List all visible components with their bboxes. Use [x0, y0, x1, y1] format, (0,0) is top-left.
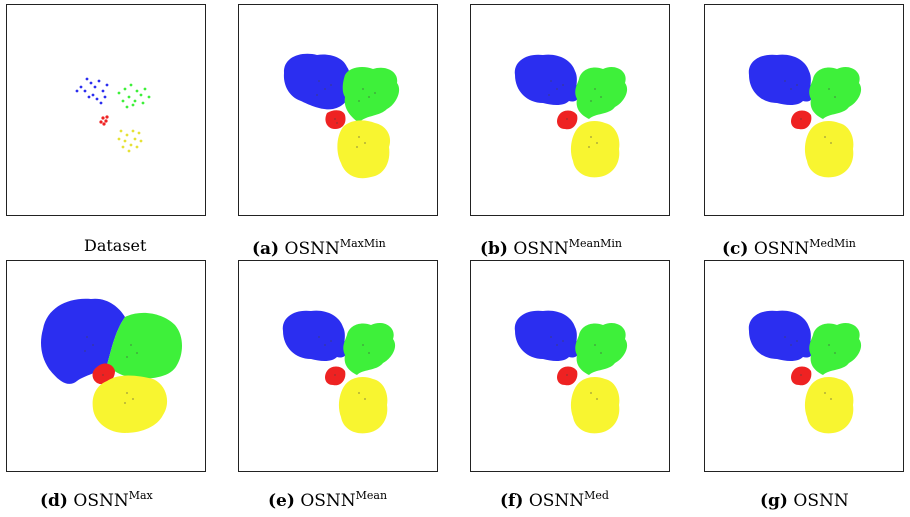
panel-e: (e) OSNNMean — [238, 260, 438, 511]
blue-region — [748, 310, 813, 361]
green-region — [575, 66, 628, 119]
caption-sup: Med — [584, 489, 609, 502]
caption-name: OSNN — [528, 491, 585, 511]
caption-e: (e) OSNNMean — [268, 486, 387, 511]
blue-region — [514, 54, 579, 105]
panel-f: (f) OSNNMed — [470, 260, 670, 511]
red-region — [557, 110, 578, 130]
green-region — [809, 322, 862, 375]
green-region — [342, 67, 400, 123]
caption-tag: (c) — [722, 239, 749, 259]
caption-c: (c) OSNNMedMin — [722, 234, 856, 259]
yellow-region — [337, 120, 391, 179]
caption-tag: (f) — [500, 491, 524, 511]
blue-region — [283, 53, 350, 110]
red-region — [791, 110, 812, 130]
red-region — [92, 363, 115, 385]
caption-tag: (g) — [760, 491, 788, 511]
caption-name: OSNN — [513, 239, 569, 259]
plot-g — [704, 260, 904, 472]
caption-d: (d) OSNNMax — [40, 486, 153, 511]
green-region — [107, 312, 182, 379]
plot-e — [238, 260, 438, 472]
caption-sup: Mean — [355, 489, 388, 502]
caption-name: OSNN — [284, 239, 340, 259]
caption-name: OSNN — [73, 491, 129, 511]
green-points — [117, 83, 151, 109]
caption-tag: (d) — [40, 491, 68, 511]
plot-c — [704, 4, 904, 216]
blue-region — [514, 310, 579, 361]
yellow-points — [117, 129, 143, 153]
red-region — [791, 366, 812, 386]
plot-f — [470, 260, 670, 472]
yellow-region — [570, 121, 620, 178]
caption-name: OSNN — [793, 491, 849, 511]
red-points — [99, 115, 109, 126]
green-region — [809, 66, 862, 119]
caption-name: OSNN — [300, 491, 356, 511]
blue-points — [75, 77, 109, 105]
yellow-region — [338, 377, 388, 434]
panel-b: (b) OSNNMeanMin — [470, 4, 670, 259]
caption-sup: MaxMin — [339, 237, 386, 250]
caption-name: Dataset — [84, 236, 147, 255]
caption-g: (g) OSNN — [760, 486, 849, 511]
caption-f: (f) OSNNMed — [500, 486, 609, 511]
yellow-region — [804, 377, 854, 434]
panel-d: (d) OSNNMax — [6, 260, 206, 511]
caption-sup: Max — [128, 489, 153, 502]
caption-tag: (e) — [268, 491, 295, 511]
yellow-region — [92, 375, 168, 433]
caption-tag: (b) — [480, 239, 508, 259]
plot-a — [238, 4, 438, 216]
caption-tag: (a) — [252, 239, 280, 259]
dataset-plot — [6, 4, 206, 216]
caption-sup: MedMin — [809, 237, 856, 250]
red-region — [325, 366, 346, 386]
panel-c: (c) OSNNMedMin — [704, 4, 904, 259]
yellow-region — [570, 377, 620, 434]
red-region — [557, 366, 578, 386]
blue-region — [41, 298, 125, 384]
green-region — [343, 322, 396, 375]
caption-sup: MeanMin — [568, 237, 623, 250]
plot-d — [6, 260, 206, 472]
green-region — [575, 322, 628, 375]
caption-name: OSNN — [753, 239, 810, 259]
panel-a: (a) OSNNMaxMin — [238, 4, 438, 259]
caption-a: (a) OSNNMaxMin — [252, 234, 386, 259]
caption-b: (b) OSNNMeanMin — [480, 234, 622, 259]
blue-region — [748, 54, 813, 105]
yellow-region — [804, 121, 854, 178]
caption-dataset: Dataset — [84, 236, 146, 256]
panel-g: (g) OSNN — [704, 260, 904, 511]
panel-dataset: Dataset — [6, 4, 206, 255]
blue-region — [282, 310, 347, 361]
plot-b — [470, 4, 670, 216]
